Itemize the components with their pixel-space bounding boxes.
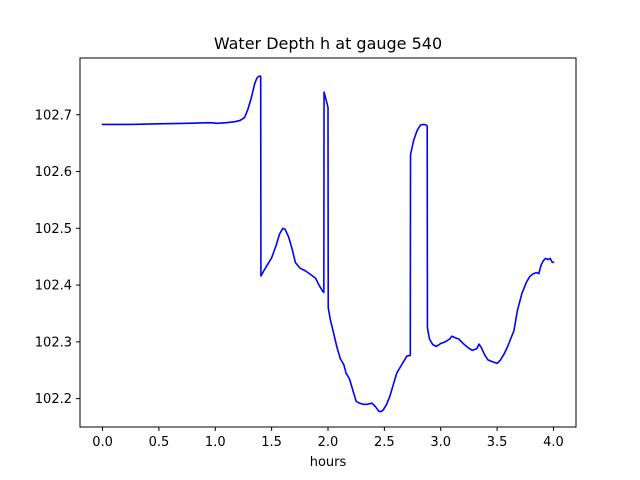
x-tick-label: 0.5: [149, 435, 170, 450]
x-axis-label: hours: [310, 455, 347, 470]
x-tick-label: 1.0: [205, 435, 226, 450]
x-tick-label: 4.0: [543, 435, 564, 450]
plot-area: [79, 57, 577, 428]
x-tick-label: 0.0: [92, 435, 113, 450]
x-axis-ticks: 0.0 0.5 1.0 1.5 2.0 2.5 3.0 3.5 4.0: [92, 427, 564, 450]
x-tick-label: 2.5: [374, 435, 395, 450]
y-tick-label: 102.2: [35, 392, 72, 407]
x-tick-label: 1.5: [261, 435, 282, 450]
chart-title: Water Depth h at gauge 540: [214, 34, 442, 53]
x-tick-label: 2.0: [318, 435, 339, 450]
x-tick-label: 3.5: [487, 435, 508, 450]
series-line-0: [101, 75, 555, 413]
series-layer: [101, 75, 555, 413]
y-tick-label: 102.6: [35, 165, 72, 180]
y-tick-label: 102.7: [35, 108, 72, 123]
x-tick-label: 3.0: [430, 435, 451, 450]
y-axis-ticks: 102.2 102.3 102.4 102.5 102.6 102.7: [35, 108, 80, 407]
y-tick-label: 102.4: [35, 279, 72, 294]
y-tick-label: 102.5: [35, 222, 72, 237]
y-tick-label: 102.3: [35, 335, 72, 350]
